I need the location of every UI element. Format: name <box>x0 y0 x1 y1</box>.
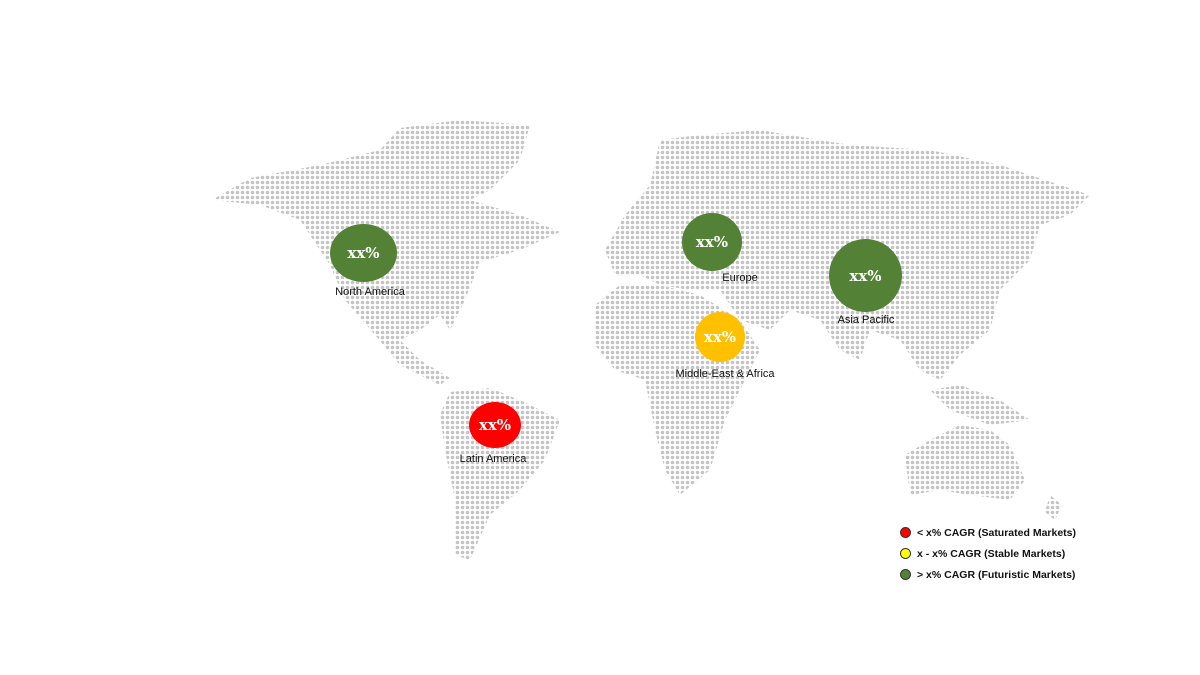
legend-item-stable: x - x% CAGR (Stable Markets) <box>900 543 1076 564</box>
legend-yellow-dot-icon <box>900 548 911 559</box>
region-value: xx% <box>849 266 882 285</box>
region-label-latin-america: Latin America <box>459 453 527 465</box>
region-bubble-europe: xx% <box>682 213 742 271</box>
region-value: xx% <box>347 244 380 262</box>
region-value: xx% <box>478 416 512 434</box>
region-value: xx% <box>695 233 729 251</box>
legend-item-saturated: < x% CAGR (Saturated Markets) <box>900 522 1076 543</box>
legend: < x% CAGR (Saturated Markets) x - x% CAG… <box>900 522 1076 585</box>
legend-red-dot-icon <box>900 527 911 538</box>
legend-label: > x% CAGR (Futuristic Markets) <box>917 568 1076 581</box>
region-label-asia-pacific: Asia Pacific <box>837 314 895 326</box>
southeast-asia-islands <box>930 385 1030 425</box>
region-label-europe: Europe <box>722 272 758 284</box>
new-zealand-landmass <box>1045 495 1062 520</box>
legend-green-dot-icon <box>900 569 911 580</box>
region-bubble-middle-east-africa: xx% <box>695 312 745 362</box>
legend-item-futuristic: > x% CAGR (Futuristic Markets) <box>900 564 1076 585</box>
region-value: xx% <box>703 328 737 346</box>
legend-label: x - x% CAGR (Stable Markets) <box>917 547 1066 560</box>
legend-label: < x% CAGR (Saturated Markets) <box>917 526 1077 539</box>
region-label-north-america: North America <box>335 286 405 298</box>
region-bubble-asia-pacific: xx% <box>829 239 902 312</box>
region-bubble-latin-america: xx% <box>469 402 521 448</box>
region-label-middle-east-africa: Middle-East & Africa <box>675 368 775 380</box>
australia-landmass <box>905 425 1025 500</box>
region-bubble-north-america: xx% <box>330 224 397 282</box>
